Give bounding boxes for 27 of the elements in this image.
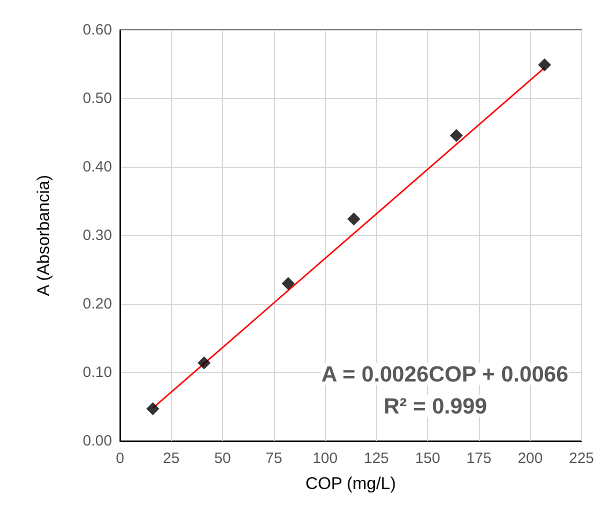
annotation: A = 0.0026COP + 0.0066 bbox=[321, 362, 568, 386]
x-tick-label: 100 bbox=[312, 450, 338, 467]
x-tick-label: 0 bbox=[116, 450, 124, 467]
y-tick-label: 0.20 bbox=[82, 296, 112, 312]
x-tick-label: 175 bbox=[466, 450, 492, 467]
annotation: R² = 0.999 bbox=[384, 394, 487, 418]
x-tick-label: 200 bbox=[518, 450, 543, 467]
y-tick-label: 0.40 bbox=[82, 158, 112, 176]
y-tick-label: 0.50 bbox=[82, 90, 112, 107]
point bbox=[450, 128, 463, 142]
x-axis-title: COP (mg/L) bbox=[306, 474, 396, 493]
x-tick-label: 75 bbox=[265, 450, 282, 467]
point bbox=[347, 212, 360, 226]
x-tick-label: 125 bbox=[364, 450, 389, 467]
point bbox=[538, 58, 552, 72]
y-tick-label: 0.30 bbox=[82, 227, 112, 244]
point bbox=[198, 356, 211, 370]
point bbox=[282, 276, 295, 290]
y-tick-label: 0.10 bbox=[82, 364, 112, 381]
x-tick-label: 25 bbox=[162, 450, 180, 467]
y-axis-title: A (Absorbancia) bbox=[34, 175, 53, 296]
point bbox=[146, 402, 160, 416]
x-tick-label: 225 bbox=[568, 450, 594, 467]
y-tick-label: 0.00 bbox=[82, 432, 112, 450]
y-tick-label: 0.60 bbox=[82, 22, 112, 38]
x-tick-label: 150 bbox=[415, 450, 440, 467]
x-tick-label: 50 bbox=[214, 450, 231, 467]
